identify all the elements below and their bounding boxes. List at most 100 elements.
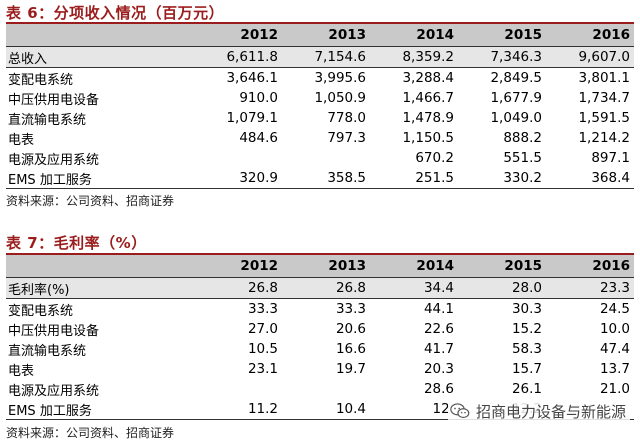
table6: 2012 2013 2014 2015 2016 总收入 6,611.8 7,154.6 8,3… — [6, 22, 634, 189]
value-cell: 7,346.3 — [490, 49, 542, 65]
value-cell: 6,611.8 — [226, 49, 278, 65]
value-cell: 11.2 — [247, 401, 278, 417]
table-row: 电表 23.1 19.7 20.3 15.7 13.7 — [6, 359, 634, 379]
year-header: 2014 — [416, 258, 454, 274]
value-cell: 9,607.0 — [578, 49, 630, 65]
row-label: 电表 — [8, 132, 35, 148]
table6-source: 资料来源：公司资料、招商证券 — [6, 194, 175, 208]
value-cell: 33.3 — [247, 301, 278, 317]
year-header: 2016 — [592, 258, 630, 274]
table-row: 直流输电系统 1,079.1 778.0 1,478.9 1,049.0 1,591.5 — [6, 108, 634, 128]
value-cell: 910.0 — [239, 90, 278, 106]
value-cell: 320.9 — [239, 170, 278, 186]
value-cell: 1,466.7 — [402, 90, 454, 106]
value-cell: 12. — [432, 401, 454, 417]
year-header: 2013 — [328, 258, 366, 274]
value-cell: 28.0 — [511, 280, 542, 296]
value-cell: 26.8 — [335, 280, 366, 296]
row-label: 直流输电系统 — [8, 343, 87, 359]
watermark-text: 招商电力设备与新能源 — [476, 402, 627, 421]
value-cell: 3,995.6 — [314, 70, 366, 86]
value-cell: 8,359.2 — [402, 49, 454, 65]
value-cell: 13.7 — [599, 361, 630, 377]
value-cell: 58.3 — [511, 341, 542, 357]
value-cell: 1,079.1 — [226, 110, 278, 126]
value-cell: 44.1 — [423, 301, 454, 317]
value-cell: 888.2 — [503, 130, 542, 146]
row-label: EMS 加工服务 — [8, 172, 92, 188]
row-label: 电源及应用系统 — [8, 152, 100, 168]
value-cell: 368.4 — [591, 170, 630, 186]
table-row: 中压供用电设备 910.0 1,050.9 1,466.7 1,677.9 1,734.7 — [6, 88, 634, 108]
value-cell: 1,478.9 — [402, 110, 454, 126]
value-cell: 1,677.9 — [490, 90, 542, 106]
value-cell: 778.0 — [327, 110, 366, 126]
table-row: 电源及应用系统 28.6 26.1 21.0 — [6, 379, 634, 399]
value-cell: 251.5 — [415, 170, 454, 186]
table7-title: 表 7：毛利率（%） — [6, 234, 147, 252]
value-cell: 3,801.1 — [578, 70, 630, 86]
value-cell: 1,214.2 — [578, 130, 630, 146]
row-label: 变配电系统 — [8, 72, 74, 88]
value-cell: 15.2 — [511, 321, 542, 337]
value-cell: 27.0 — [247, 321, 278, 337]
table6-title: 表 6：分项收入情况（百万元） — [6, 4, 225, 22]
row-label: 电源及应用系统 — [8, 383, 100, 399]
value-cell: 30.3 — [511, 301, 542, 317]
table-row: 中压供用电设备 27.0 20.6 22.6 15.2 10.0 — [6, 319, 634, 339]
year-header: 2013 — [328, 27, 366, 43]
value-cell: 10.5 — [247, 341, 278, 357]
value-cell: 20.3 — [423, 361, 454, 377]
value-cell: 670.2 — [415, 150, 454, 166]
value-cell: 3,646.1 — [226, 70, 278, 86]
value-cell: 16.6 — [335, 341, 366, 357]
row-label: 总收入 — [8, 51, 48, 67]
row-label: 中压供用电设备 — [8, 92, 100, 108]
table-row: 总收入 6,611.8 7,154.6 8,359.2 7,346.3 9,607.0 — [6, 46, 634, 68]
row-label: 中压供用电设备 — [8, 323, 100, 339]
table-row: 变配电系统 3,646.1 3,995.6 3,288.4 2,849.5 3,801.1 — [6, 68, 634, 88]
year-header: 2014 — [416, 27, 454, 43]
value-cell: 10.4 — [335, 401, 366, 417]
value-cell: 20.6 — [335, 321, 366, 337]
value-cell: 551.5 — [503, 150, 542, 166]
table7: 2012 2013 2014 2015 2016 毛利率(%) 26.8 26.8 34.4 28… — [6, 253, 634, 420]
value-cell: 358.5 — [327, 170, 366, 186]
value-cell: 1,591.5 — [578, 110, 630, 126]
value-cell: 330.2 — [503, 170, 542, 186]
table-row: 电源及应用系统 670.2 551.5 897.1 — [6, 148, 634, 168]
row-label: 变配电系统 — [8, 303, 74, 319]
year-header: 2016 — [592, 27, 630, 43]
value-cell: 19.7 — [335, 361, 366, 377]
table-row: 变配电系统 33.3 33.3 44.1 30.3 24.5 — [6, 299, 634, 319]
row-label: 电表 — [8, 363, 35, 379]
year-header: 2015 — [504, 258, 542, 274]
value-cell: 1,734.7 — [578, 90, 630, 106]
value-cell: 10.0 — [599, 321, 630, 337]
value-cell: 1,150.5 — [402, 130, 454, 146]
value-cell: 897.1 — [591, 150, 630, 166]
row-label: 直流输电系统 — [8, 112, 87, 128]
value-cell: 2,849.5 — [490, 70, 542, 86]
value-cell: 23.3 — [599, 280, 630, 296]
value-cell: 3,288.4 — [402, 70, 454, 86]
year-header: 2012 — [240, 258, 278, 274]
value-cell: 26.8 — [247, 280, 278, 296]
value-cell: 21.0 — [599, 381, 630, 397]
value-cell: 47.4 — [599, 341, 630, 357]
table-row: 直流输电系统 10.5 16.6 41.7 58.3 47.4 — [6, 339, 634, 359]
row-label: 毛利率(%) — [8, 282, 70, 298]
value-cell: 22.6 — [423, 321, 454, 337]
value-cell: 797.3 — [327, 130, 366, 146]
table-row: 电表 484.6 797.3 1,150.5 888.2 1,214.2 — [6, 128, 634, 148]
value-cell: 33.3 — [335, 301, 366, 317]
year-header: 2015 — [504, 27, 542, 43]
value-cell: 1,050.9 — [314, 90, 366, 106]
value-cell: 34.4 — [423, 280, 454, 296]
value-cell: 24.5 — [599, 301, 630, 317]
value-cell: 26.1 — [511, 381, 542, 397]
table-row: 毛利率(%) 26.8 26.8 34.4 28.0 23.3 — [6, 277, 634, 299]
table7-source: 资料来源：公司资料、招商证券 — [6, 426, 175, 440]
row-label: EMS 加工服务 — [8, 403, 92, 419]
table-row: EMS 加工服务 320.9 358.5 251.5 330.2 368.4 — [6, 168, 634, 189]
